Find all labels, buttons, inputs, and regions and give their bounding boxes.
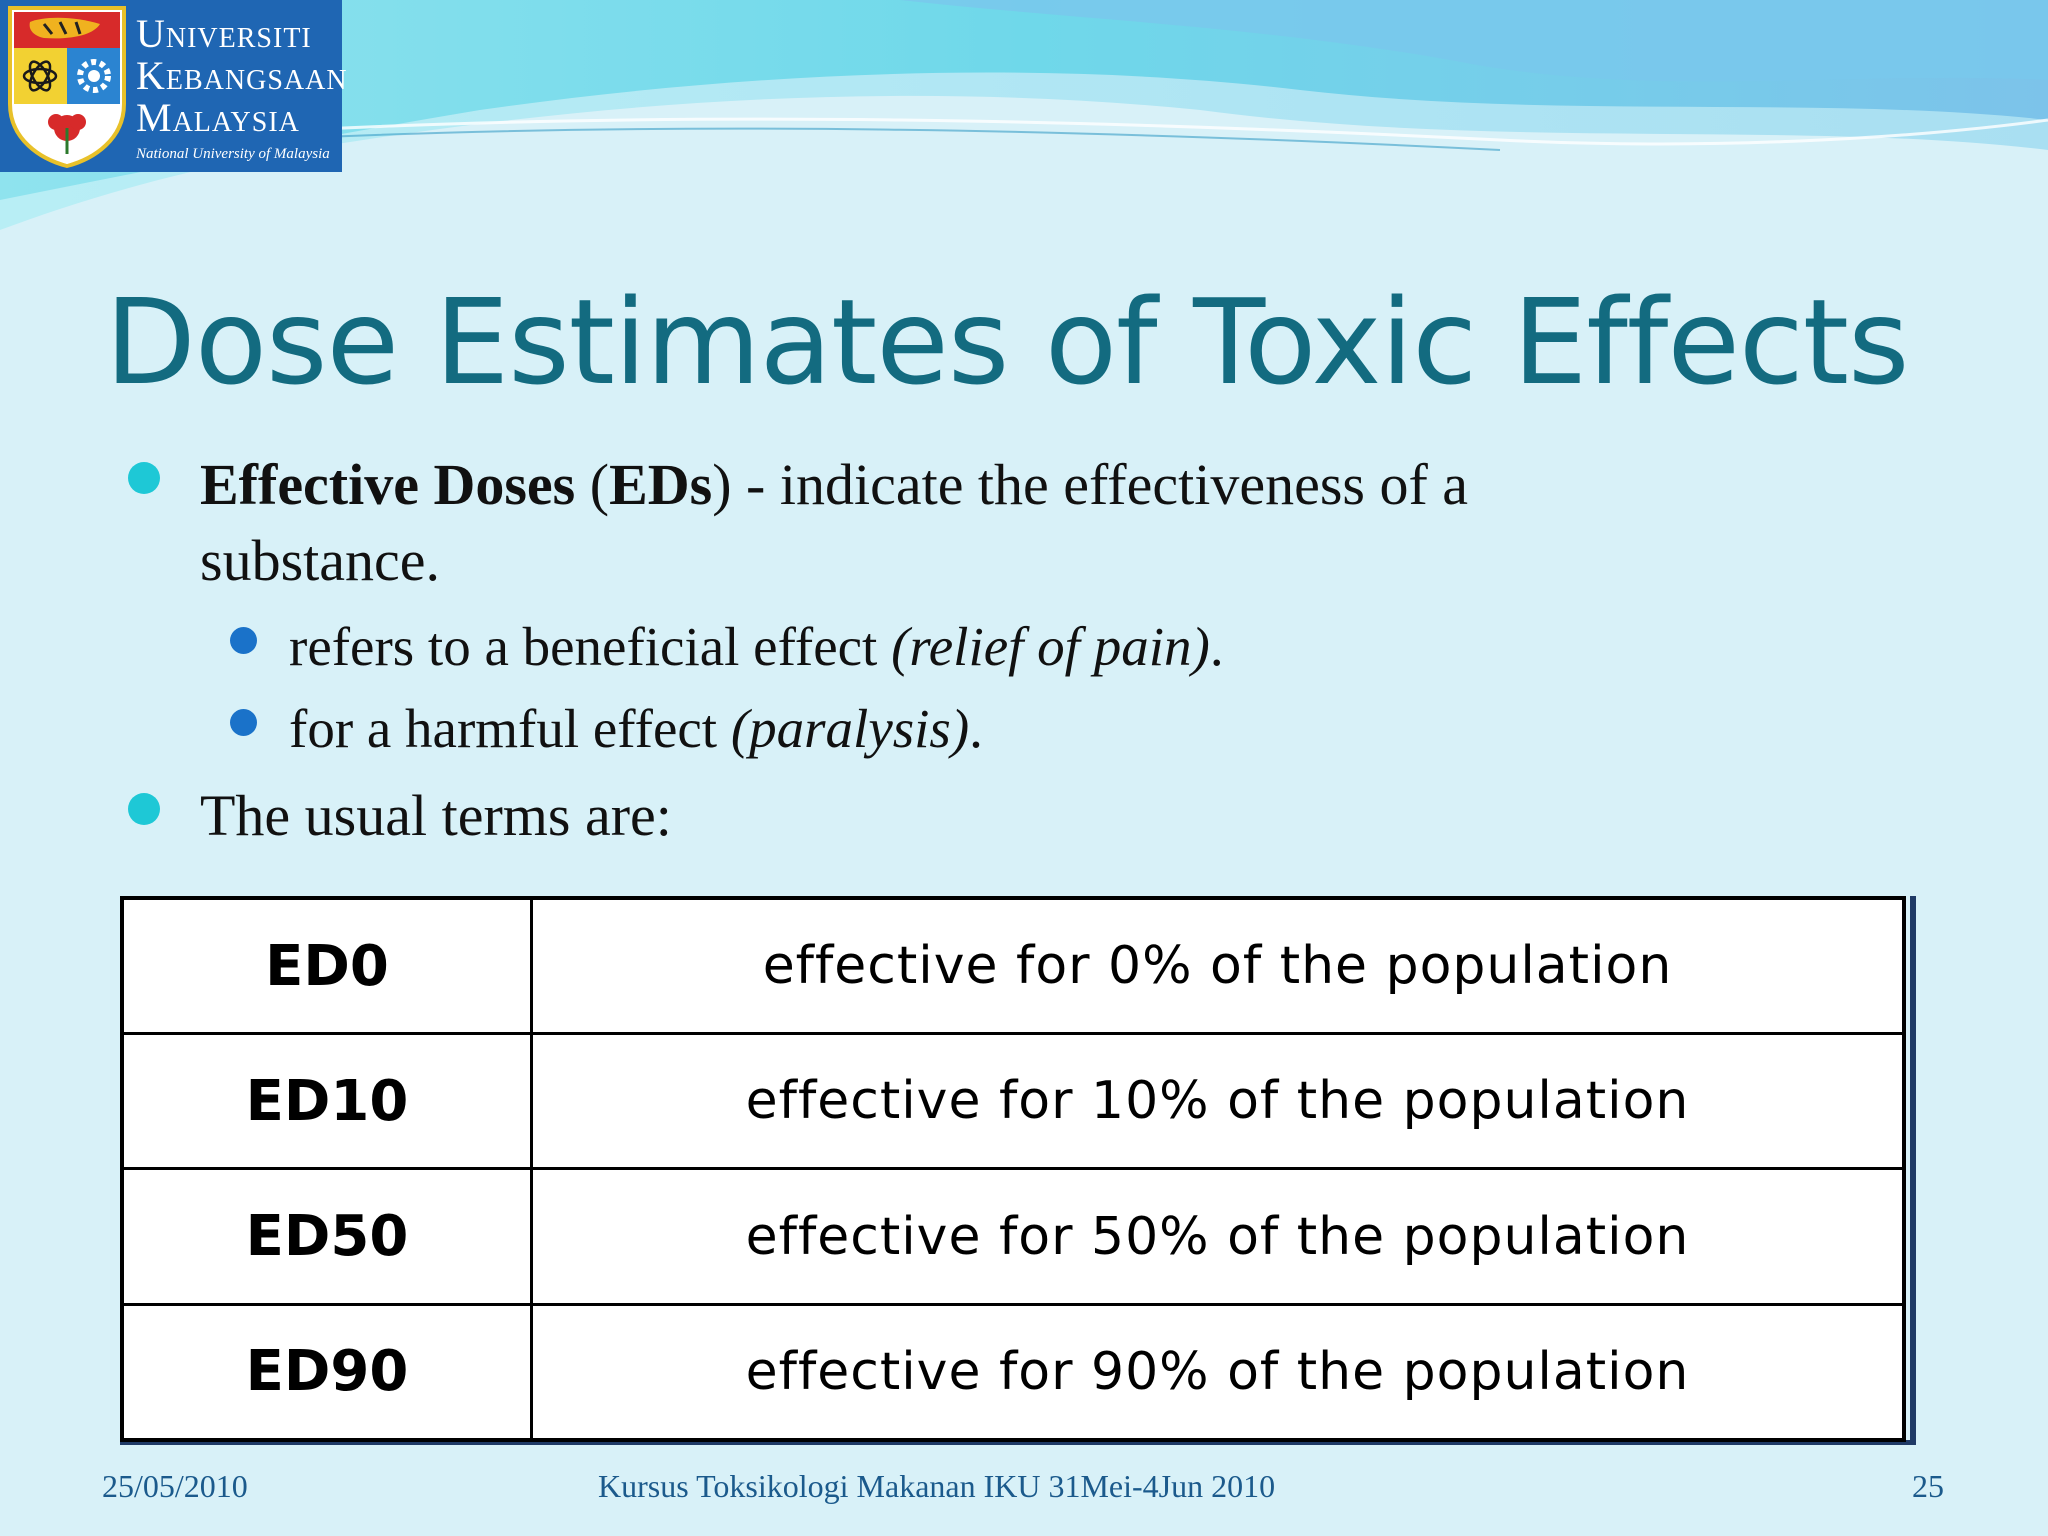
table-shadow — [120, 1440, 1916, 1445]
table-row: ED10 effective for 10% of the population — [120, 1032, 1906, 1171]
effective-dose-table: ED0 effective for 0% of the population E… — [120, 896, 1906, 1442]
sub-bullet-dot-icon — [230, 709, 257, 736]
bullet-dot-icon — [128, 462, 160, 494]
table-cell-description: effective for 10% of the population — [530, 1032, 1906, 1171]
sub-bullet-harmful: for a harmful effect (paralysis). — [289, 694, 983, 764]
table-cell-term: ED10 — [120, 1032, 533, 1171]
sub-bullet-beneficial: refers to a beneficial effect (relief of… — [289, 612, 1224, 682]
table-cell-term: ED90 — [120, 1302, 533, 1442]
table-shadow — [1910, 896, 1916, 1442]
table-cell-description: effective for 0% of the population — [530, 896, 1906, 1036]
table-cell-description: effective for 90% of the population — [530, 1302, 1906, 1442]
logo-text-line1: Universiti — [136, 11, 312, 56]
table-cell-description: effective for 50% of the population — [530, 1167, 1906, 1306]
term-eds: EDs — [609, 452, 713, 517]
sub-bullet-beneficial-example: (relief of pain) — [891, 616, 1210, 677]
university-crest-icon — [8, 6, 126, 168]
table-cell-term: ED50 — [120, 1167, 533, 1306]
bullet-effective-doses: Effective Doses (EDs) - indicate the eff… — [200, 450, 1468, 520]
footer-page-number: 25 — [1912, 1468, 1944, 1504]
table-cell-term: ED0 — [120, 896, 533, 1036]
bullet-text-rest: ) - indicate the effectiveness of a — [712, 452, 1469, 517]
university-logo: Universiti Kebangsaan Malaysia National … — [0, 0, 347, 172]
footer-course-title: Kursus Toksikologi Makanan IKU 31Mei-4Ju… — [598, 1468, 1276, 1504]
sub-bullet-beneficial-text: refers to a beneficial effect — [289, 616, 892, 677]
table-row: ED90 effective for 90% of the population — [120, 1302, 1906, 1442]
logo-text-line2: Kebangsaan — [136, 53, 348, 98]
sub-bullet-harmful-example: (paralysis) — [730, 698, 970, 759]
sub-bullet-harmful-text: for a harmful effect — [289, 698, 731, 759]
logo-tagline: National University of Malaysia — [136, 146, 330, 162]
table-row: ED0 effective for 0% of the population — [120, 896, 1906, 1036]
bullet-effective-doses-cont: substance. — [200, 528, 440, 593]
term-effective-doses: Effective Doses — [200, 452, 576, 517]
header-wave-decoration — [0, 0, 2048, 230]
sub-bullet-dot-icon — [230, 627, 257, 654]
slide-title: Dose Estimates of Toxic Effects — [105, 273, 1910, 411]
footer-date: 25/05/2010 — [102, 1468, 248, 1504]
logo-text-line3: Malaysia — [136, 95, 300, 140]
bullet-text-open: ( — [575, 452, 610, 517]
sub-bullet-harmful-end: . — [969, 698, 983, 759]
bullet-usual-terms: The usual terms are: — [200, 783, 672, 848]
sub-bullet-beneficial-end: . — [1209, 616, 1224, 677]
table-row: ED50 effective for 50% of the population — [120, 1167, 1906, 1306]
bullet-dot-icon — [128, 793, 160, 825]
